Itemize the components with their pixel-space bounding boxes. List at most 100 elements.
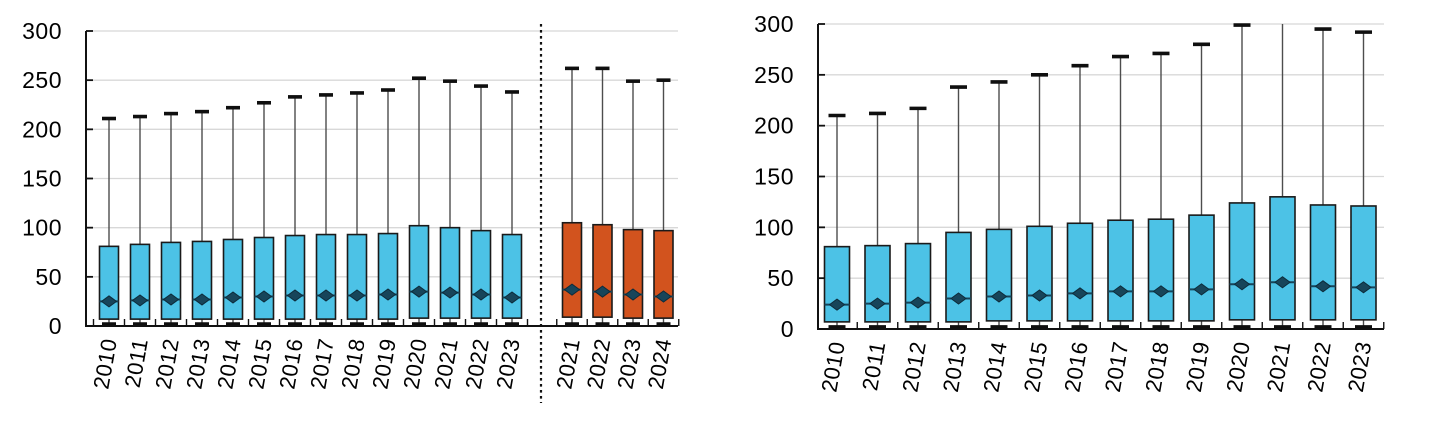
y-tick-label-right-100: 100 — [754, 214, 794, 240]
x-tick-label-right-blue-historical-2014: 2014 — [978, 340, 1011, 395]
mean-diamond — [950, 292, 967, 305]
mean-diamond — [255, 290, 273, 303]
box-left-blue-historical-2016 — [284, 95, 306, 326]
mean-diamond — [909, 296, 927, 309]
y-tick-label-right-150: 150 — [754, 164, 794, 190]
box-right-blue-historical-2011 — [864, 111, 891, 329]
box-right-blue-historical-2022 — [1309, 27, 1337, 329]
iqr-box — [1147, 218, 1175, 322]
iqr-box — [315, 233, 337, 320]
box-left-blue-historical-2011 — [129, 114, 151, 326]
mean-diamond — [441, 286, 459, 299]
x-tick-label-right-blue-historical-2020: 2020 — [1221, 340, 1254, 395]
iqr-box — [1269, 196, 1296, 321]
iqr-box — [653, 229, 674, 319]
mean-diamond — [1112, 285, 1129, 298]
x-tick-label-left-blue-historical-2010: 2010 — [88, 337, 121, 392]
x-tick-label-left-orange-recent-2022: 2022 — [582, 337, 615, 392]
box-left-orange-recent-2024 — [653, 78, 674, 326]
x-tick-label-left-blue-historical-2020: 2020 — [398, 337, 431, 392]
x-tick-label-right-blue-historical-2012: 2012 — [897, 340, 930, 395]
y-tick-label-right-200: 200 — [754, 113, 794, 139]
iqr-box — [501, 233, 523, 319]
iqr-box — [1309, 204, 1337, 321]
box-left-blue-historical-2023 — [501, 90, 523, 326]
box-left-blue-historical-2014 — [222, 105, 244, 326]
y-tick-label-left-100: 100 — [22, 215, 62, 241]
box-left-blue-historical-2010 — [98, 116, 120, 326]
box-left-orange-recent-2023 — [622, 79, 644, 326]
mean-diamond — [131, 294, 149, 307]
iqr-box — [945, 231, 972, 323]
box-right-blue-historical-2023 — [1350, 30, 1377, 329]
y-tick-label-right-300: 300 — [754, 11, 794, 37]
x-tick-label-right-blue-historical-2011: 2011 — [857, 340, 890, 393]
iqr-box — [1228, 202, 1256, 321]
iqr-box — [1026, 225, 1053, 322]
mean-diamond — [224, 291, 242, 304]
iqr-box — [470, 229, 492, 319]
box-left-orange-recent-2021 — [561, 66, 583, 326]
box-left-orange-recent-2022 — [592, 66, 613, 326]
box-right-blue-historical-2015 — [1026, 73, 1053, 329]
y-tick-label-left-250: 250 — [22, 67, 62, 93]
y-tick-label-left-50: 50 — [35, 264, 62, 290]
iqr-box — [864, 244, 891, 323]
x-tick-label-left-blue-historical-2013: 2013 — [181, 337, 214, 392]
iqr-box — [439, 226, 461, 319]
iqr-box — [346, 233, 368, 320]
box-left-blue-historical-2013 — [191, 109, 213, 326]
box-right-blue-historical-2013 — [945, 85, 972, 329]
x-tick-label-left-blue-historical-2011: 2011 — [120, 337, 153, 390]
mean-diamond — [1071, 287, 1089, 300]
iqr-box — [1066, 222, 1094, 322]
box-left-blue-historical-2019 — [377, 88, 399, 326]
x-tick-label-left-orange-recent-2023: 2023 — [612, 337, 645, 392]
box-right-blue-historical-2021 — [1269, 24, 1296, 329]
y-tick-label-left-150: 150 — [22, 166, 62, 192]
box-left-blue-historical-2015 — [253, 100, 275, 326]
box-left-blue-historical-2017 — [315, 93, 337, 326]
x-tick-label-left-blue-historical-2018: 2018 — [336, 337, 369, 392]
box-right-blue-historical-2010 — [823, 113, 851, 329]
mean-diamond — [869, 297, 886, 310]
box-right-blue-historical-2018 — [1147, 51, 1175, 329]
mean-diamond — [1233, 278, 1251, 291]
x-tick-label-left-blue-historical-2016: 2016 — [274, 337, 307, 392]
iqr-box — [160, 241, 182, 320]
mean-diamond — [1152, 285, 1170, 298]
y-tick-label-left-0: 0 — [49, 313, 62, 339]
x-tick-label-left-blue-historical-2019: 2019 — [367, 337, 400, 392]
iqr-box — [985, 228, 1013, 322]
mean-diamond — [563, 283, 581, 296]
x-tick-label-left-blue-historical-2015: 2015 — [243, 337, 276, 392]
box-right-blue-historical-2017 — [1107, 54, 1134, 329]
box-left-blue-historical-2018 — [346, 91, 368, 326]
x-tick-label-right-blue-historical-2023: 2023 — [1343, 340, 1376, 395]
iqr-box — [1107, 219, 1134, 322]
mean-diamond — [1314, 280, 1332, 293]
box-right-blue-historical-2016 — [1066, 63, 1094, 329]
x-tick-label-left-orange-recent-2021: 2021 — [551, 337, 584, 392]
x-tick-label-right-blue-historical-2016: 2016 — [1059, 340, 1092, 395]
iqr-box — [191, 240, 213, 320]
iqr-box — [592, 223, 613, 318]
x-tick-label-right-blue-historical-2015: 2015 — [1019, 340, 1052, 395]
box-right-blue-historical-2020 — [1228, 23, 1256, 329]
mean-diamond — [410, 285, 428, 298]
mean-diamond — [624, 288, 642, 301]
box-left-blue-historical-2020 — [408, 76, 430, 326]
x-tick-label-right-blue-historical-2010: 2010 — [816, 340, 849, 395]
mean-diamond — [379, 288, 397, 301]
x-tick-label-left-blue-historical-2023: 2023 — [491, 337, 524, 392]
mean-diamond — [1274, 276, 1291, 289]
mean-diamond — [100, 295, 118, 308]
mean-diamond — [655, 290, 672, 303]
x-tick-label-left-blue-historical-2014: 2014 — [212, 337, 245, 392]
box-left-blue-historical-2022 — [470, 84, 492, 326]
mean-diamond — [990, 290, 1008, 303]
iqr-box — [222, 238, 244, 320]
x-tick-label-right-blue-historical-2022: 2022 — [1302, 340, 1335, 395]
